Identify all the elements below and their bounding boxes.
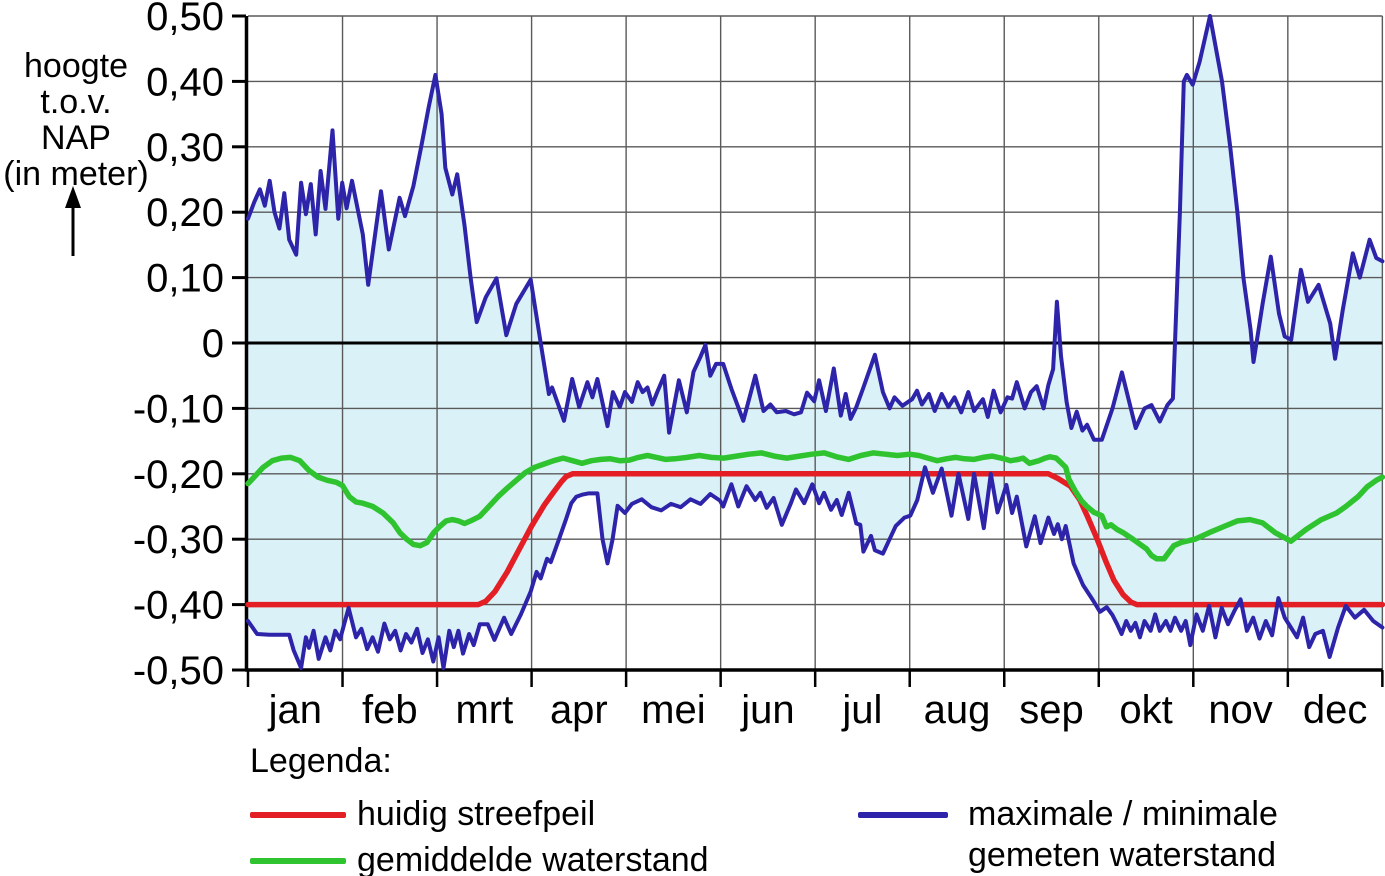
y-tick-label: -0,40: [133, 584, 224, 628]
y-axis-title: hoogte t.o.v. NAP (in meter): [0, 48, 152, 192]
series-gemiddelde-waterstand: [245, 450, 1385, 562]
y-tick-label: 0,50: [146, 0, 224, 39]
x-month-label: okt: [1119, 688, 1172, 732]
y-axis-title-line: hoogte: [24, 47, 128, 85]
x-month-label: nov: [1208, 688, 1273, 732]
x-month-label: sep: [1019, 688, 1084, 732]
y-tick-label: 0,30: [146, 126, 224, 170]
y-tick-label: -0,20: [133, 453, 224, 497]
y-axis-title-line: t.o.v.: [40, 83, 112, 121]
y-tick-label: -0,10: [133, 387, 224, 431]
y-tick-label: -0,30: [133, 518, 224, 562]
x-month-label: jun: [740, 688, 794, 732]
y-tick-label: 0,40: [146, 60, 224, 104]
x-month-label: mei: [641, 688, 705, 732]
x-month-label: mrt: [455, 688, 513, 732]
y-tick-label: 0,20: [146, 191, 224, 235]
y-axis-title-line: (in meter): [3, 155, 149, 193]
x-month-label: jan: [268, 688, 322, 732]
series-maximale-gemeten-waterstand: [246, 14, 1385, 442]
up-arrow-icon: [65, 186, 81, 256]
y-tick-label: 0: [202, 322, 224, 366]
x-month-label: apr: [550, 688, 608, 732]
y-axis-title-line: NAP: [41, 119, 111, 157]
x-month-label: aug: [924, 688, 991, 732]
y-tick-label: 0,10: [146, 257, 224, 301]
y-tick-label: -0,50: [133, 649, 224, 693]
x-month-label: jul: [841, 688, 882, 732]
series-huidig-streefpeil: [245, 471, 1385, 608]
x-month-label: dec: [1303, 688, 1368, 732]
series-minimale-gemeten-waterstand: [246, 465, 1385, 670]
x-month-label: feb: [362, 688, 418, 732]
